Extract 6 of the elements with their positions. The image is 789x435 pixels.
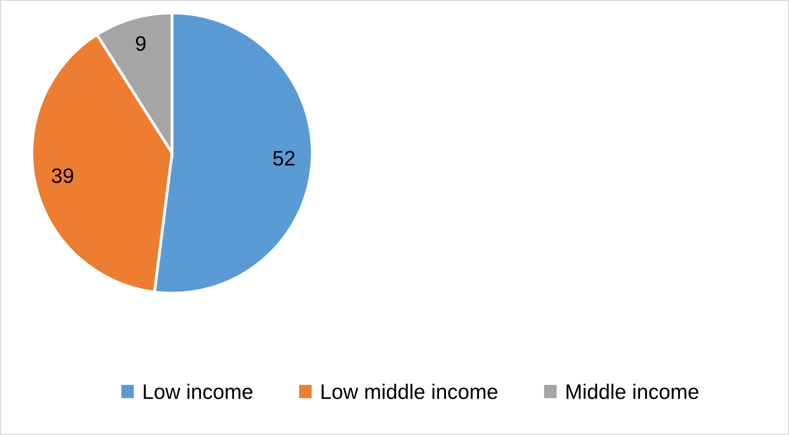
- data-label: 9: [136, 36, 146, 51]
- data-label: 52: [273, 150, 295, 166]
- legend-label: Low middle income: [322, 384, 498, 400]
- legend-label: Low income: [144, 384, 252, 400]
- data-label: 39: [52, 168, 74, 184]
- legend-label: Middle income: [566, 384, 698, 400]
